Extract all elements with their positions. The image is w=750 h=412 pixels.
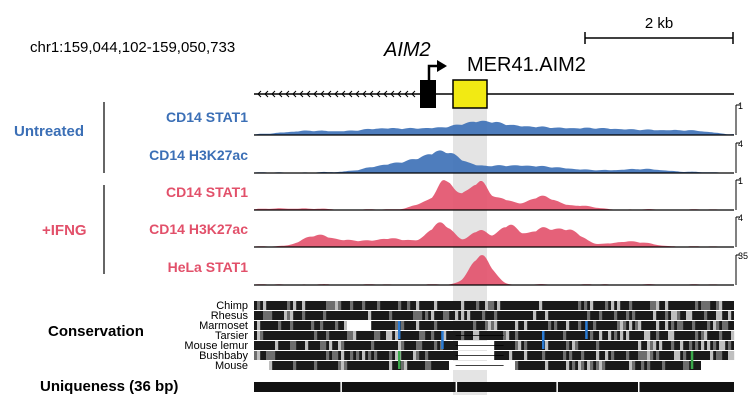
track-ymax-label: 1 <box>738 176 743 186</box>
uniqueness-title: Uniqueness (36 bp) <box>40 378 178 395</box>
signal-area <box>254 150 734 173</box>
conservation-title: Conservation <box>48 323 144 340</box>
signal-track: HeLa STAT1 35 <box>168 251 748 286</box>
alignment-mark <box>398 321 401 339</box>
signal-track: CD14 STAT1 1 <box>166 176 743 211</box>
track-ymax-label: 35 <box>738 251 748 261</box>
species-label: Marmoset <box>199 320 248 332</box>
signal-track: CD14 H3K27ac 4 <box>149 213 743 248</box>
species-label: Tarsier <box>215 330 248 342</box>
track-label: CD14 H3K27ac <box>149 221 248 237</box>
conservation-row <box>254 311 734 320</box>
track-label: HeLa STAT1 <box>168 259 249 275</box>
alignment-mark <box>585 321 588 339</box>
track-scale-bracket <box>735 104 740 135</box>
conservation-row <box>254 321 734 330</box>
scale-bar-label: 2 kb <box>645 15 673 32</box>
group-label-untreated: Untreated <box>14 123 84 140</box>
species-label: Bushbaby <box>199 350 248 362</box>
signal-track: CD14 H3K27ac 4 <box>149 139 743 174</box>
conservation-row <box>254 351 735 360</box>
aim2-exon <box>420 80 436 108</box>
species-label: Rhesus <box>211 310 249 322</box>
group-label-ifng: +IFNG <box>42 222 87 239</box>
track-ymax-label: 4 <box>738 139 743 149</box>
tss-arrow-icon <box>427 60 447 82</box>
signal-track: CD14 STAT1 1 <box>166 101 743 136</box>
signal-area <box>254 120 734 135</box>
species-label: Chimp <box>216 300 248 312</box>
track-scale-bracket <box>735 254 740 285</box>
track-scale-bracket <box>735 142 740 173</box>
alignment-mark <box>441 331 444 349</box>
signal-area <box>254 180 734 210</box>
conservation-row <box>254 361 735 370</box>
scale-bar <box>584 32 734 44</box>
species-label: Mouse lemur <box>184 340 248 352</box>
alignment-mark <box>398 351 401 369</box>
alignment-mark <box>542 331 545 349</box>
signal-area <box>254 222 734 247</box>
conservation-row <box>254 341 734 350</box>
genomic-coordinates: chr1:159,044,102-159,050,733 <box>30 39 235 56</box>
track-label: CD14 STAT1 <box>166 109 248 125</box>
gene-model <box>254 79 734 109</box>
conservation-row <box>254 301 734 310</box>
uniqueness-row <box>254 382 734 392</box>
track-scale-bracket <box>735 179 740 210</box>
species-label: Mouse <box>215 360 248 372</box>
element-name: MER41.AIM2 <box>467 54 586 76</box>
gene-name: AIM2 <box>383 39 431 61</box>
track-label: CD14 STAT1 <box>166 184 248 200</box>
signal-area <box>254 255 734 285</box>
alignment-mark <box>690 351 694 369</box>
mer41-element-box <box>452 79 488 109</box>
track-ymax-label: 4 <box>738 213 743 223</box>
conservation-row <box>254 331 735 340</box>
track-label: CD14 H3K27ac <box>149 147 248 163</box>
track-ymax-label: 1 <box>738 101 743 111</box>
track-scale-bracket <box>735 216 740 247</box>
